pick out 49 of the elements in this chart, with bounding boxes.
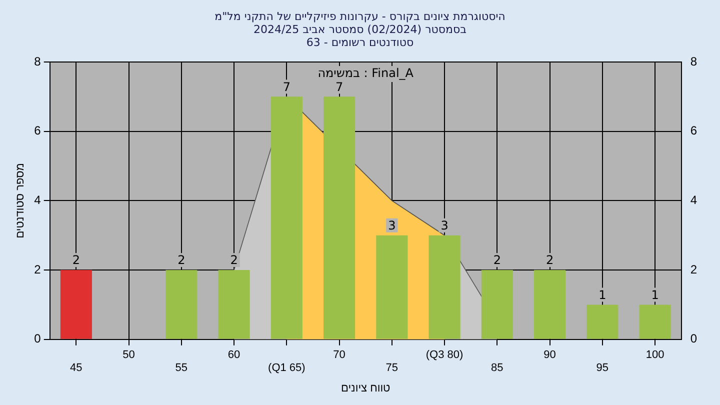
- bar: [324, 96, 356, 339]
- bar: [428, 235, 460, 339]
- y-tick-label: 2: [34, 262, 42, 276]
- y2-tick-label: 6: [690, 124, 698, 138]
- data-label: 7: [335, 80, 344, 94]
- y-tick-label: 8: [34, 54, 42, 68]
- data-label: 2: [546, 253, 554, 268]
- y-tick-label: 4: [34, 193, 42, 208]
- chart-subtitle: בסמסטר (02/2024) סמסטר אביב 2024/25 סטודנטים רשומים - 63: [252, 23, 468, 49]
- bar: [218, 270, 250, 339]
- bar: [270, 96, 302, 339]
- x-tick-label: 55: [175, 362, 188, 374]
- bar: [586, 304, 618, 339]
- bar: [639, 304, 671, 339]
- x-axis-title: טווח ציונים: [340, 382, 390, 394]
- data-label: 1: [598, 288, 606, 302]
- x-tick-label: 70: [333, 349, 346, 362]
- data-label: 3: [388, 218, 396, 232]
- bar: [376, 235, 408, 339]
- bar: [60, 270, 92, 339]
- y2-tick-label: 4: [690, 193, 698, 208]
- y2-tick-label: 0: [690, 332, 698, 346]
- annotation: במשימה : Final_A: [318, 66, 414, 80]
- data-label: 2: [72, 253, 80, 268]
- x-tick-label: 60: [228, 349, 240, 362]
- x-tick-label: 95: [596, 362, 609, 374]
- x-tick-label: 85: [491, 362, 504, 374]
- bar: [166, 270, 198, 339]
- bar: [534, 270, 566, 339]
- y-tick-label: 6: [34, 124, 42, 138]
- x-tick-label: 90: [544, 349, 556, 362]
- data-label: 7: [282, 80, 290, 94]
- chart-title: היסטוגרמת ציונים בקורס - עקרונות פיזיקליים של התקני מל"מ: [214, 10, 506, 23]
- x-tick-label: 75: [386, 362, 398, 374]
- x-tick-label: 45: [70, 362, 82, 374]
- y2-tick-label: 2: [690, 262, 698, 276]
- x-tick-label: 100: [646, 349, 664, 362]
- y2-tick-label: 8: [690, 54, 698, 68]
- x-tick-label: 50: [122, 349, 135, 362]
- bar: [481, 270, 513, 339]
- data-label: 2: [178, 253, 186, 268]
- data-label: 1: [651, 288, 659, 302]
- y-axis-title: מספר סטודנטים: [14, 163, 27, 238]
- data-label: 2: [230, 253, 238, 268]
- data-label: 3: [440, 218, 448, 232]
- x-tick-label: (Q1 65): [268, 362, 306, 374]
- data-label: 2: [493, 253, 501, 268]
- y-tick-label: 0: [34, 332, 42, 346]
- x-tick-label: (Q3 80): [426, 349, 464, 362]
